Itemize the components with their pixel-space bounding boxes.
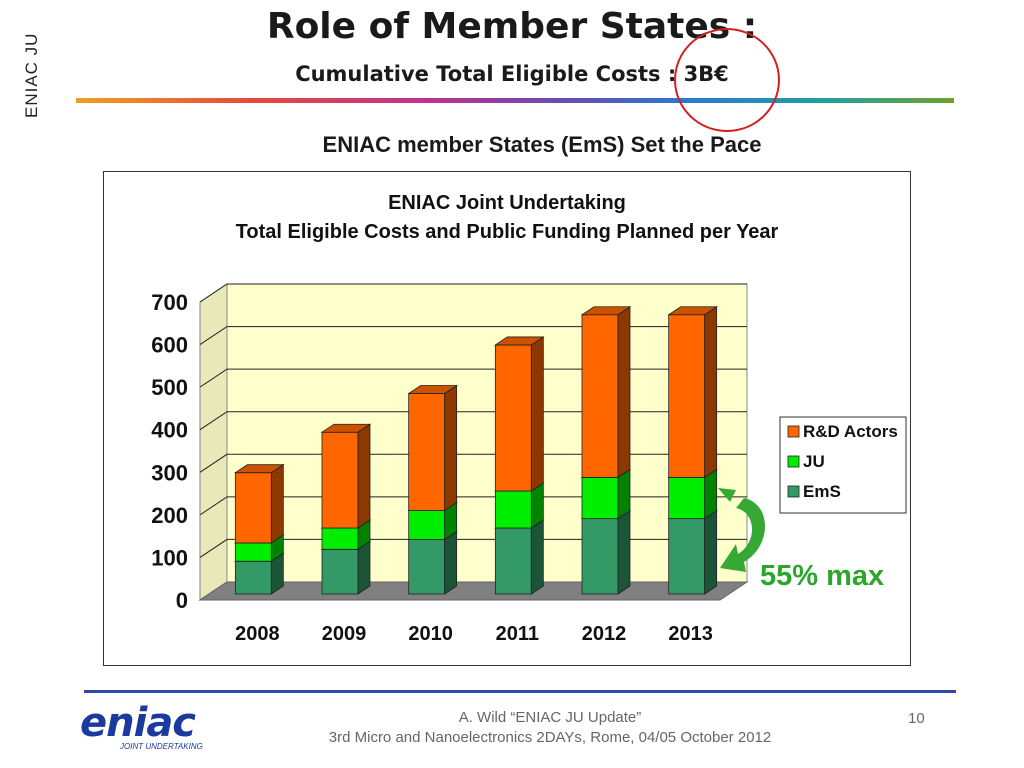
bar-segment-ems [407, 530, 458, 595]
y-tick-label: 100 [151, 545, 188, 570]
gridline [199, 368, 747, 388]
chart-title: ENIAC Joint Undertaking [388, 192, 626, 214]
highlight-circle [674, 28, 780, 132]
x-tick-label: 2008 [235, 623, 279, 645]
bar-front [234, 542, 272, 562]
bar-segment-r-d-actors [494, 336, 545, 492]
x-tick-label: 2012 [582, 623, 627, 645]
footer-text: A. Wild “ENIAC JU Update” 3rd Micro and … [250, 708, 850, 748]
bar-side [617, 509, 631, 595]
bar-side [530, 336, 544, 492]
legend-box [779, 416, 907, 514]
bar-top [407, 385, 458, 394]
legend-label: R&D Actors [803, 422, 898, 441]
y-tick-label: 300 [151, 460, 188, 485]
bar-segment-ems [580, 509, 632, 595]
bar-segment-r-d-actors [580, 305, 632, 479]
bar-front [321, 548, 359, 595]
gridline [199, 538, 747, 558]
bar-front [668, 476, 706, 520]
x-tick-label: 2011 [496, 623, 539, 645]
bar-top [320, 423, 372, 433]
chart-legend: R&D Actors JU EmS [779, 416, 907, 514]
bar-front [408, 510, 446, 540]
bar-front [408, 393, 446, 511]
bar-side [704, 468, 718, 520]
curved-arrow [720, 498, 765, 572]
bar-side [270, 463, 284, 544]
bar-front [668, 518, 706, 595]
chart-container: ENIAC Joint Undertaking Total Eligible Co… [103, 171, 911, 666]
y-tick-label: 600 [151, 333, 188, 358]
footer-divider [84, 690, 956, 693]
slide-title: Role of Member States : [266, 6, 758, 47]
bar-top [580, 306, 632, 316]
bar-front [494, 344, 532, 492]
y-tick-label: 400 [151, 418, 188, 443]
bar-side [704, 509, 718, 595]
x-tick-label: 2009 [322, 623, 367, 645]
bar-side [530, 519, 544, 595]
bar-front [234, 472, 272, 544]
y-tick-label: 0 [176, 588, 188, 613]
legend-label: EmS [803, 482, 841, 501]
legend-swatch [787, 485, 800, 498]
gridline [199, 496, 747, 516]
bar-segment-ems [494, 519, 545, 595]
eniac-logo: eniac JOINT UNDERTAKING [80, 700, 220, 760]
bar-front [581, 314, 619, 478]
chart-subtitle: Total Eligible Costs and Public Funding … [236, 221, 779, 243]
bar-front [494, 527, 532, 595]
gridline [199, 326, 747, 345]
bar-side [357, 423, 371, 529]
bar-front [321, 431, 359, 529]
bar-top [234, 464, 285, 474]
x-tick-label: 2013 [668, 623, 713, 645]
bar-front [494, 490, 532, 529]
page-number: 10 [908, 710, 925, 727]
x-tick-label: 2010 [408, 623, 453, 645]
bar-front [668, 314, 706, 478]
bar-side [357, 540, 371, 595]
bar-front [581, 518, 619, 595]
bar-side [617, 305, 631, 479]
bar-segment-ems [667, 509, 718, 595]
bar-side [617, 468, 631, 520]
annotation-55-max: 55% max [760, 560, 884, 592]
bar-top [667, 306, 718, 316]
bar-segment-ju [494, 482, 545, 529]
bar-segment-r-d-actors [407, 384, 458, 512]
colored-divider [76, 98, 954, 103]
bar-segment-r-d-actors [234, 463, 285, 544]
y-tick-label: 700 [151, 290, 188, 315]
bar-front [234, 560, 272, 595]
bar-side [704, 305, 718, 479]
bar-side [444, 530, 458, 595]
slide-subtitle: Cumulative Total Eligible Costs : 3B€ [295, 62, 729, 86]
y-tick-label: 500 [151, 375, 188, 400]
footer-line-2: 3rd Micro and Nanoelectronics 2DAYs, Rom… [328, 729, 772, 746]
bar-front [581, 476, 619, 520]
gridline [199, 283, 747, 303]
legend-label: JU [803, 452, 825, 471]
logo-wordmark: eniac [80, 700, 196, 746]
y-tick-label: 200 [151, 503, 188, 528]
side-wall [199, 283, 228, 601]
bar-segment-r-d-actors [667, 305, 718, 479]
legend-swatch [787, 455, 800, 468]
bar-top [494, 336, 545, 346]
stacked-bar-chart: ENIAC Joint Undertaking Total Eligible Co… [151, 192, 907, 645]
gridline [199, 411, 747, 431]
gridline [199, 453, 747, 473]
bar-front [321, 527, 359, 550]
logo-subtitle: JOINT UNDERTAKING [120, 742, 203, 751]
legend-swatch [787, 425, 800, 438]
bar-segment-r-d-actors [320, 423, 372, 529]
section-heading: ENIAC member States (EmS) Set the Pace [322, 132, 762, 157]
bar-front [408, 539, 446, 595]
footer-line-1: A. Wild “ENIAC JU Update” [458, 709, 642, 726]
arrow-head [718, 488, 736, 502]
bar-side [444, 384, 458, 512]
